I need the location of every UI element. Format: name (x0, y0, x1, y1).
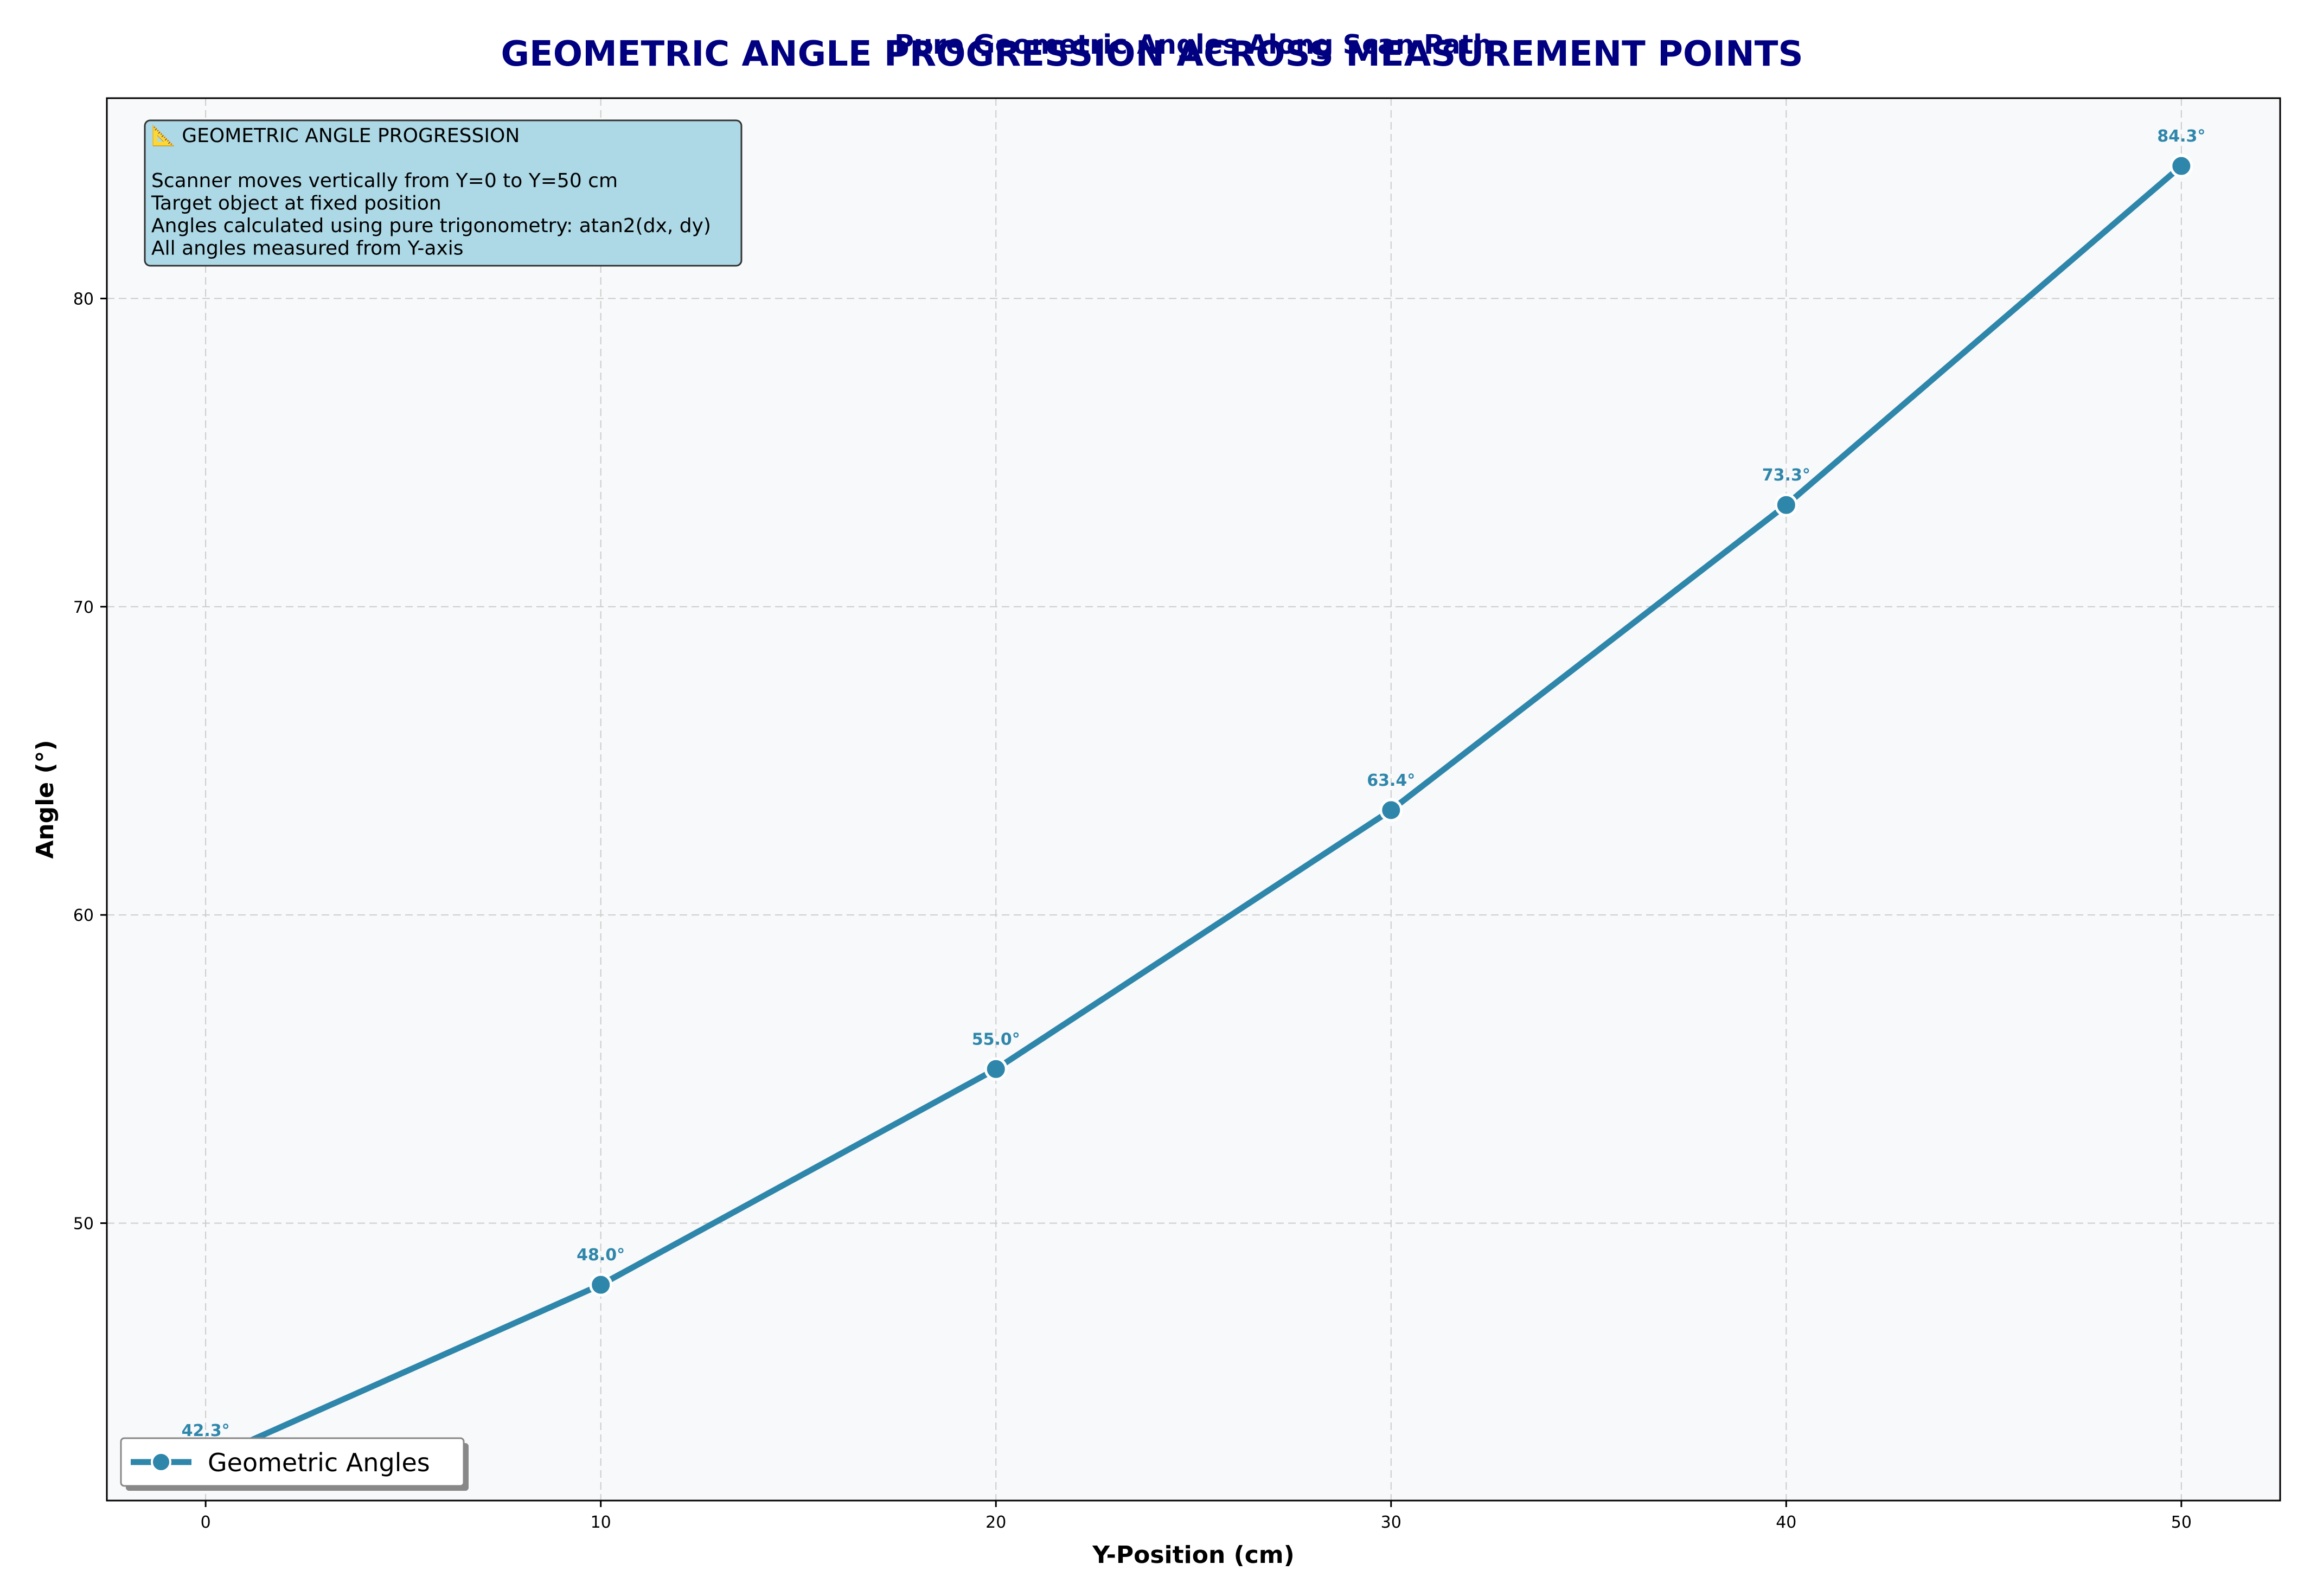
grid (107, 98, 2280, 1501)
series-line (202, 163, 2185, 1464)
legend: Geometric Angles (120, 1437, 469, 1491)
annotation-box: 📐 GEOMETRIC ANGLE PROGRESSION Scanner mo… (144, 119, 743, 267)
annotation-box-background (144, 119, 743, 267)
y-tick-label: 80 (73, 290, 94, 309)
data-point (984, 1057, 1008, 1081)
annotation-line (151, 148, 157, 170)
legend-box (120, 1437, 465, 1487)
x-tick-label: 0 (201, 1513, 211, 1532)
annotation-line: Scanner moves vertically from Y=0 to Y=5… (151, 170, 618, 192)
chart-suptitle: GEOMETRIC ANGLE PROGRESSION ACROSS MEASU… (501, 34, 1803, 74)
data-point (1774, 493, 1798, 517)
annotation-line: Target object at fixed position (151, 193, 441, 215)
data-label: 84.3° (2157, 127, 2205, 146)
x-axis-label: Y-Position (cm) (1092, 1541, 1295, 1569)
data-label: 55.0° (972, 1030, 1020, 1049)
x-tick-label: 40 (1776, 1513, 1796, 1532)
annotation-line: Angles calculated using pure trigonometr… (151, 215, 711, 237)
annotation-line: All angles measured from Y-axis (151, 238, 464, 260)
y-tick-label: 60 (73, 906, 94, 925)
x-tick-label: 30 (1381, 1513, 1401, 1532)
y-tick-label: 50 (73, 1214, 94, 1233)
plot-area (107, 98, 2280, 1501)
x-tick-label: 20 (985, 1513, 1006, 1532)
x-tick-label: 10 (591, 1513, 611, 1532)
legend-marker-swatch (151, 1452, 171, 1472)
plot-frame (106, 97, 2281, 1502)
data-label: 48.0° (577, 1246, 625, 1265)
annotation-box-text: 📐 GEOMETRIC ANGLE PROGRESSION Scanner mo… (151, 124, 711, 260)
data-point (589, 1273, 613, 1297)
axis-ticks: 0 10 20 30 40 50 50 60 70 80 (73, 290, 2192, 1532)
annotation-line: 📐 GEOMETRIC ANGLE PROGRESSION (151, 124, 520, 147)
legend-label: Geometric Angles (208, 1448, 430, 1477)
data-point (1379, 798, 1403, 822)
data-label: 73.3° (1762, 466, 1810, 485)
y-tick-label: 70 (73, 598, 94, 617)
y-axis-label: Angle (°) (31, 740, 59, 858)
data-label: 63.4° (1367, 771, 1415, 790)
x-tick-label: 50 (2171, 1513, 2192, 1532)
data-label: 42.3° (182, 1421, 230, 1440)
data-point (2169, 154, 2193, 178)
series-layer: 42.3° 48.0° 55.0° 63.4° 73.3° 84.3° (182, 127, 2205, 1472)
chart-title: Pure Geometric Angles Along Scan Path (894, 29, 1492, 60)
